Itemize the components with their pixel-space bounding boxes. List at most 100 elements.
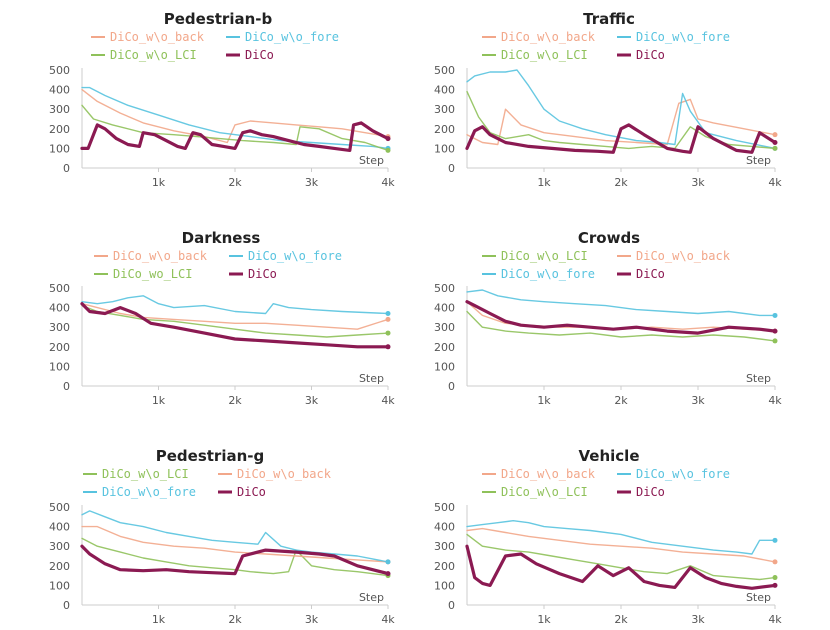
x-tick-label: 4k: [381, 394, 395, 407]
chart-title: Crowds: [578, 229, 640, 247]
x-tick-label: 1k: [152, 613, 166, 626]
series-endpoint: [385, 571, 391, 577]
x-tick-label: 4k: [768, 394, 782, 407]
series-endpoint: [772, 582, 778, 588]
legend-label: DiCo_wo_LCI: [113, 267, 192, 281]
y-tick-label: 500: [434, 282, 455, 295]
x-tick-label: 3k: [305, 613, 319, 626]
series-endpoint: [385, 147, 391, 153]
series-endpoint: [385, 136, 391, 142]
series-line-dico-w-o-back: [466, 527, 776, 563]
legend-label: DiCo_w\o_LCI: [501, 249, 588, 263]
series-endpoint: [772, 328, 778, 334]
y-tick-label: 300: [434, 321, 455, 334]
x-tick-label: 3k: [691, 176, 705, 189]
x-tick-label: 3k: [305, 176, 319, 189]
series-endpoint: [772, 338, 778, 344]
series-line-dico: [465, 300, 777, 335]
y-tick-label: 200: [434, 123, 455, 136]
y-tick-label: 500: [49, 501, 70, 514]
chart-traffic: Traffic DiCo_w\o_back DiCo_w\o_fore DiCo_w\…: [434, 10, 782, 189]
series-line-dico: [80, 121, 390, 152]
legend-label: DiCo_w\o_back: [113, 249, 208, 263]
y-tick-label: 400: [434, 302, 455, 315]
y-tick-label: 0: [63, 380, 70, 393]
series-line-dico-wo-lci: [81, 304, 389, 338]
series-line-dico-w-o-lci: [81, 104, 389, 152]
legend-label: DiCo_w\o_back: [501, 467, 596, 481]
legend-label: DiCo: [636, 48, 665, 62]
y-tick-label: 500: [434, 64, 455, 77]
legend-label: DiCo_w\o_LCI: [501, 48, 588, 62]
x-tick-label: 2k: [614, 176, 628, 189]
series-line-dico: [80, 302, 390, 349]
y-tick-label: 300: [434, 540, 455, 553]
x-tick-label: 4k: [381, 613, 395, 626]
y-tick-label: 300: [434, 103, 455, 116]
legend-label: DiCo_w\o_LCI: [501, 485, 588, 499]
series-line-dico-w-o-fore: [466, 69, 776, 150]
y-tick-label: 100: [49, 142, 70, 155]
y-tick-label: 0: [63, 162, 70, 175]
x-tick-label: 2k: [228, 394, 242, 407]
x-tick-label: 4k: [768, 176, 782, 189]
x-axis-label: Step: [359, 154, 384, 167]
legend-label: DiCo: [636, 267, 665, 281]
series-endpoint: [385, 330, 391, 336]
legend-label: DiCo_w\o_LCI: [102, 467, 189, 481]
series-endpoint: [772, 575, 778, 581]
series-line-dico-w-o-fore: [466, 520, 776, 555]
series-line-dico-w-o-fore: [81, 295, 389, 315]
y-tick-label: 400: [49, 521, 70, 534]
x-tick-label: 1k: [537, 613, 551, 626]
series-endpoint: [772, 132, 778, 138]
y-tick-label: 100: [49, 579, 70, 592]
y-tick-label: 300: [49, 103, 70, 116]
legend-label: DiCo_w\o_fore: [636, 467, 730, 481]
x-axis-label: Step: [746, 372, 771, 385]
x-axis-label: Step: [746, 591, 771, 604]
legend-label: DiCo: [237, 485, 266, 499]
legend-label: DiCo: [245, 48, 274, 62]
y-tick-label: 200: [49, 560, 70, 573]
series-line-dico-w-o-fore: [466, 289, 776, 317]
series-endpoint: [772, 537, 778, 543]
series-endpoint: [385, 559, 391, 565]
legend-label: DiCo_w\o_fore: [501, 267, 595, 281]
chart-title: Vehicle: [579, 447, 640, 465]
series-line-dico-w-o-lci: [81, 537, 389, 577]
y-tick-label: 100: [49, 360, 70, 373]
chart-pedestrian-g: Pedestrian-g DiCo_w\o_LCI DiCo_w\o_back DiC…: [49, 447, 395, 626]
series-line-dico-w-o-back: [81, 303, 389, 330]
legend-label: DiCo_w\o_fore: [102, 485, 196, 499]
x-tick-label: 2k: [228, 613, 242, 626]
x-tick-label: 1k: [152, 176, 166, 189]
y-tick-label: 100: [434, 360, 455, 373]
series-endpoint: [772, 140, 778, 146]
y-tick-label: 400: [49, 84, 70, 97]
chart-title: Traffic: [583, 10, 635, 28]
series-line-dico: [465, 544, 777, 590]
x-tick-label: 3k: [691, 613, 705, 626]
x-tick-label: 1k: [537, 394, 551, 407]
y-tick-label: 400: [49, 302, 70, 315]
y-tick-label: 200: [49, 123, 70, 136]
x-tick-label: 1k: [152, 394, 166, 407]
legend-label: DiCo: [636, 485, 665, 499]
chart-vehicle: Vehicle DiCo_w\o_back DiCo_w\o_fore DiCo_w\…: [434, 447, 782, 626]
series-line-dico-w-o-lci: [466, 90, 776, 150]
series-endpoint: [772, 312, 778, 318]
x-tick-label: 4k: [381, 176, 395, 189]
y-tick-label: 500: [49, 64, 70, 77]
legend-label: DiCo_w\o_back: [636, 249, 731, 263]
series-line-dico-w-o-back: [81, 525, 389, 563]
series-line-dico: [465, 123, 777, 154]
y-tick-label: 0: [448, 162, 455, 175]
y-tick-label: 300: [49, 540, 70, 553]
y-tick-label: 0: [448, 599, 455, 612]
series-line-dico-w-o-lci: [466, 533, 776, 581]
chart-pedestrian-b: Pedestrian-b DiCo_w\o_back DiCo_w\o_fore Di…: [49, 10, 395, 189]
x-tick-label: 2k: [228, 176, 242, 189]
legend-label: DiCo_w\o_LCI: [110, 48, 197, 62]
series-endpoint: [772, 559, 778, 565]
